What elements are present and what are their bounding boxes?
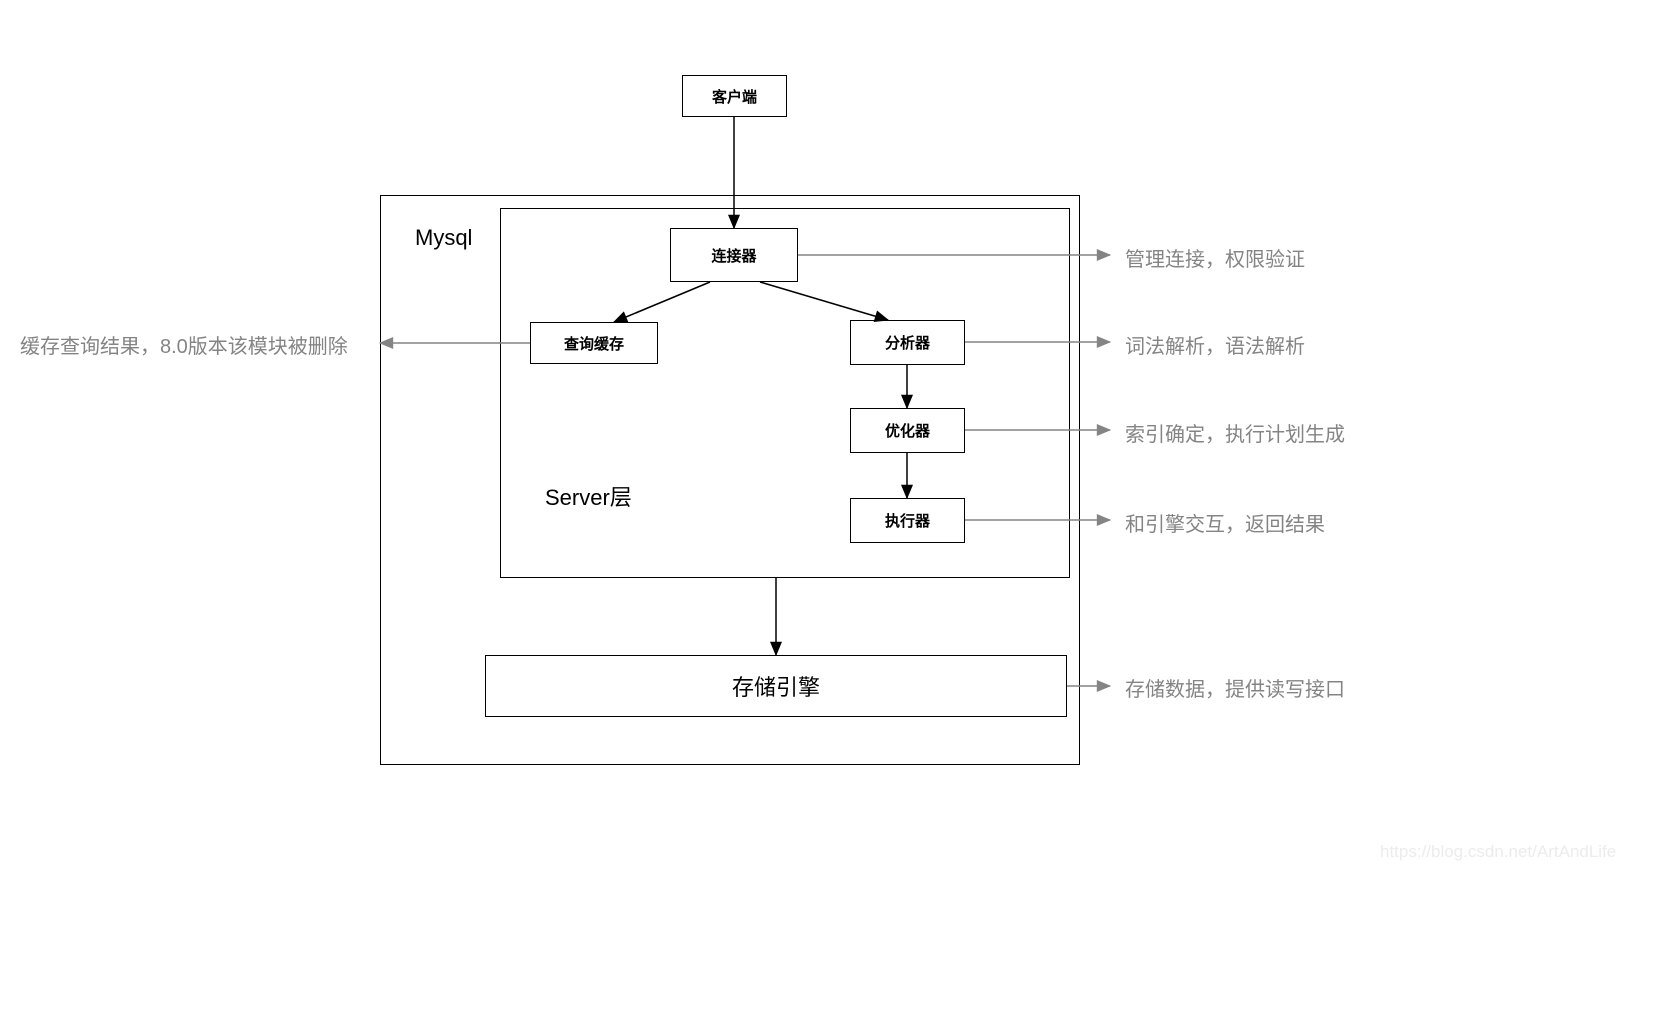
executor-annotation: 和引擎交互，返回结果 [1125, 508, 1325, 537]
connector-annotation: 管理连接，权限验证 [1125, 243, 1305, 272]
storage-label: 存储引擎 [732, 670, 820, 702]
storage-annotation: 存储数据，提供读写接口 [1125, 673, 1345, 702]
server-container-label: Server层 [545, 480, 632, 512]
connector-label: 连接器 [711, 245, 756, 266]
client-node: 客户端 [682, 75, 787, 117]
analyzer-annotation: 词法解析，语法解析 [1125, 330, 1305, 359]
storage-node: 存储引擎 [485, 655, 1067, 717]
client-label: 客户端 [712, 86, 757, 107]
watermark-text: https://blog.csdn.net/ArtAndLife [1380, 842, 1616, 862]
executor-node: 执行器 [850, 498, 965, 543]
cache-annotation: 缓存查询结果，8.0版本该模块被删除 [20, 330, 348, 359]
analyzer-label: 分析器 [885, 332, 930, 353]
analyzer-node: 分析器 [850, 320, 965, 365]
optimizer-annotation: 索引确定，执行计划生成 [1125, 418, 1345, 447]
mysql-container-label: Mysql [415, 225, 472, 251]
optimizer-label: 优化器 [885, 420, 930, 441]
connector-node: 连接器 [670, 228, 798, 282]
cache-node: 查询缓存 [530, 322, 658, 364]
cache-label: 查询缓存 [564, 333, 624, 354]
executor-label: 执行器 [885, 510, 930, 531]
optimizer-node: 优化器 [850, 408, 965, 453]
